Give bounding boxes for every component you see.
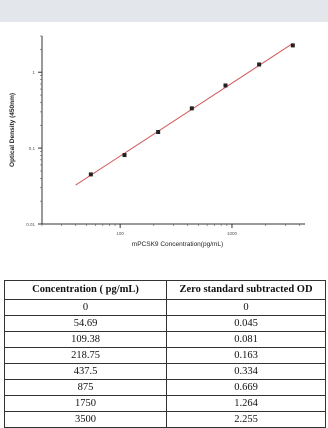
table-row: 109.38 0.081 <box>4 331 326 348</box>
y-tick-label: 1 <box>32 70 35 75</box>
od-cell: 0.045 <box>166 315 326 332</box>
concentration-cell: 437.5 <box>4 363 167 380</box>
x-axis-label: mPCSK9 Concentration(pg/mL) <box>132 241 223 248</box>
od-cell: 0.334 <box>166 363 326 380</box>
calibration-chart: 0.01 0.1 1 100 1000 mPCSK9 Concentration(pg/m… <box>9 35 305 248</box>
table-row: 437.5 0.334 <box>4 363 326 380</box>
table-row: 54.69 0.045 <box>4 315 326 332</box>
table-row: 218.75 0.163 <box>4 347 326 364</box>
table-row: 1750 1.264 <box>4 395 326 412</box>
od-cell: 1.264 <box>166 395 326 412</box>
y-tick-label: 0.1 <box>29 146 36 151</box>
table-row: 875 0.669 <box>4 379 326 396</box>
data-point <box>189 106 194 111</box>
concentration-cell: 3500 <box>4 411 167 428</box>
concentration-cell: 109.38 <box>4 331 167 348</box>
od-cell: 2.255 <box>166 411 326 428</box>
concentration-cell: 1750 <box>4 395 167 412</box>
x-tick-label: 1000 <box>227 231 238 236</box>
top-bar <box>0 0 328 22</box>
data-point <box>223 83 228 88</box>
fit-line <box>75 43 294 186</box>
od-cell: 0.081 <box>166 331 326 348</box>
y-axis-label: Optical Density (450nm) <box>9 93 16 167</box>
chart-area: 0.01 0.1 1 100 1000 mPCSK9 Concentration(pg/m… <box>0 22 328 272</box>
od-cell: 0.669 <box>166 379 326 396</box>
od-cell: 0 <box>166 299 326 316</box>
concentration-cell: 54.69 <box>4 315 167 332</box>
data-point <box>290 43 295 48</box>
data-table: Concentration ( pg/mL) Zero standard sub… <box>4 280 326 428</box>
x-tick-label: 100 <box>116 231 124 236</box>
data-point <box>122 153 127 158</box>
od-header: Zero standard subtracted OD <box>166 280 326 300</box>
y-tick-label: 0.01 <box>26 222 35 227</box>
od-cell: 0.163 <box>166 347 326 364</box>
data-point <box>88 172 93 177</box>
concentration-cell: 218.75 <box>4 347 167 364</box>
table-row: 3500 2.255 <box>4 411 326 428</box>
concentration-header: Concentration ( pg/mL) <box>4 280 167 300</box>
data-point <box>156 130 161 135</box>
concentration-cell: 875 <box>4 379 167 396</box>
concentration-cell: 0 <box>4 299 167 316</box>
data-point <box>257 62 262 67</box>
table-header-row: Concentration ( pg/mL) Zero standard sub… <box>4 280 326 300</box>
